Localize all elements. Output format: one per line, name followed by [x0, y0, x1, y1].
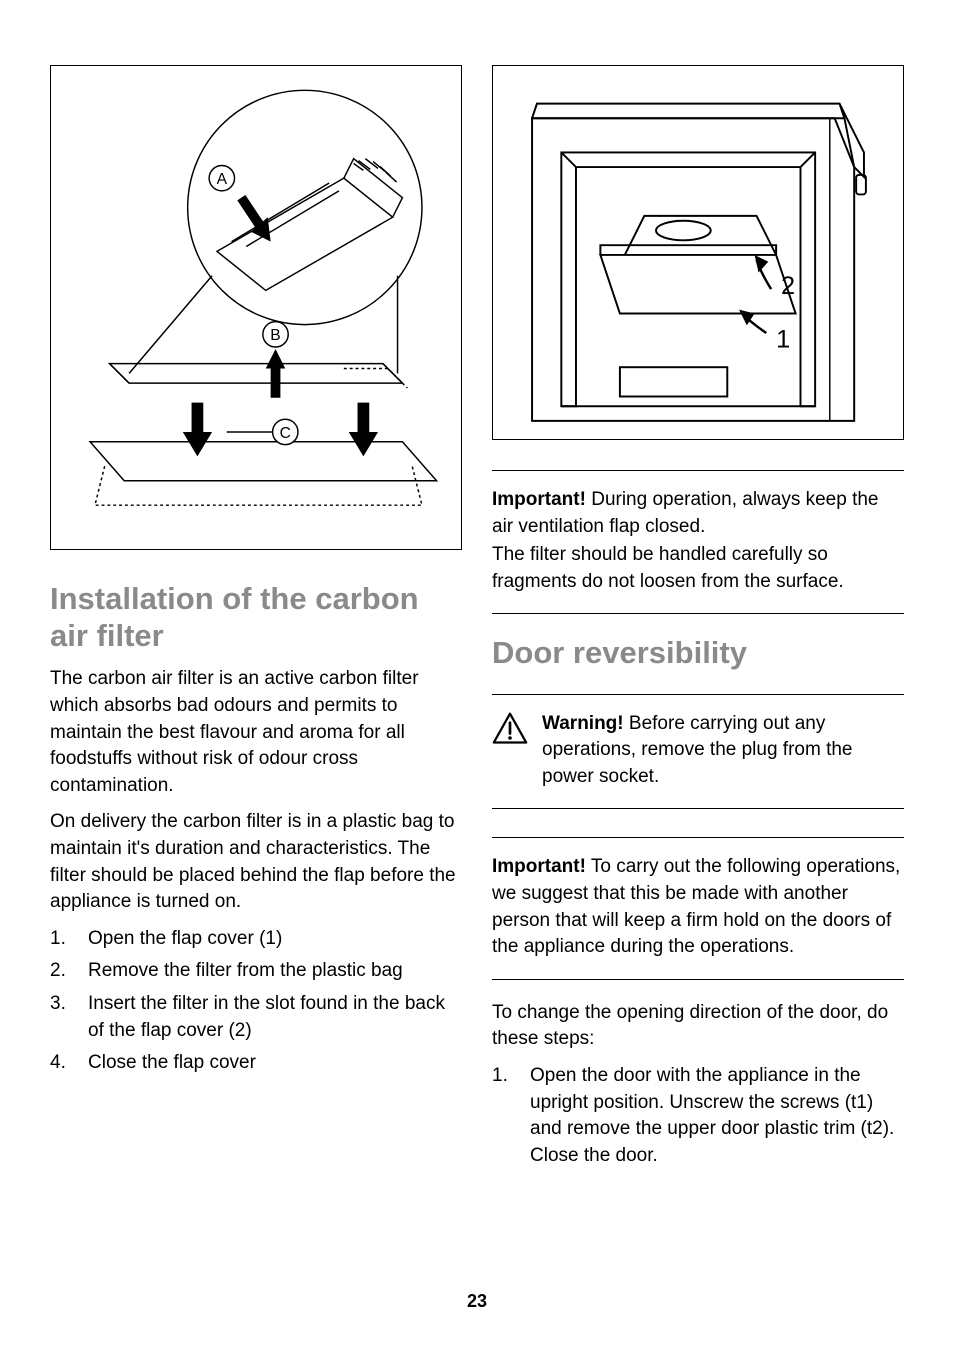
- divider: [492, 694, 904, 695]
- install-steps-list: Open the flap cover (1) Remove the filte…: [50, 926, 462, 1083]
- figure-carbon-filter-install: C B: [50, 65, 462, 550]
- important-two-person: Important! To carry out the following op…: [492, 854, 904, 962]
- list-item: Open the flap cover (1): [50, 926, 462, 953]
- important-text: Important! During operation, always keep…: [492, 487, 904, 540]
- important-text-2: The filter should be handled carefully s…: [492, 542, 904, 595]
- heading-installation: Installation of the carbon air filter: [50, 580, 462, 654]
- left-column: C B: [50, 65, 462, 1175]
- para-filter-delivery: On delivery the carbon filter is in a pl…: [50, 809, 462, 915]
- svg-text:A: A: [217, 171, 228, 188]
- svg-text:C: C: [280, 425, 291, 442]
- heading-door-reversibility: Door reversibility: [492, 634, 904, 671]
- warning-block: Warning! Before carrying out any operati…: [492, 711, 904, 793]
- door-steps-list: Open the door with the appliance in the …: [492, 1063, 904, 1175]
- list-item: Insert the filter in the slot found in t…: [50, 991, 462, 1044]
- warning-text: Warning! Before carrying out any operati…: [542, 711, 904, 791]
- svg-text:2: 2: [781, 272, 795, 300]
- svg-text:B: B: [270, 327, 280, 344]
- divider: [492, 613, 904, 614]
- divider: [492, 837, 904, 838]
- list-item: Open the door with the appliance in the …: [492, 1063, 904, 1169]
- important-text: Important! To carry out the following op…: [492, 854, 904, 960]
- para-filter-description: The carbon air filter is an active carbo…: [50, 666, 462, 799]
- para-door-steps-intro: To change the opening direction of the d…: [492, 1000, 904, 1053]
- page-number: 23: [0, 1291, 954, 1312]
- warning-icon: [492, 711, 528, 747]
- divider: [492, 979, 904, 980]
- divider: [492, 808, 904, 809]
- right-column: 1 2 Important! During operation, always …: [492, 65, 904, 1175]
- divider: [492, 470, 904, 471]
- figure-flap-cover: 1 2: [492, 65, 904, 440]
- list-item: Close the flap cover: [50, 1050, 462, 1077]
- list-item: Remove the filter from the plastic bag: [50, 958, 462, 985]
- svg-text:1: 1: [776, 326, 790, 354]
- important-ventilation: Important! During operation, always keep…: [492, 487, 904, 597]
